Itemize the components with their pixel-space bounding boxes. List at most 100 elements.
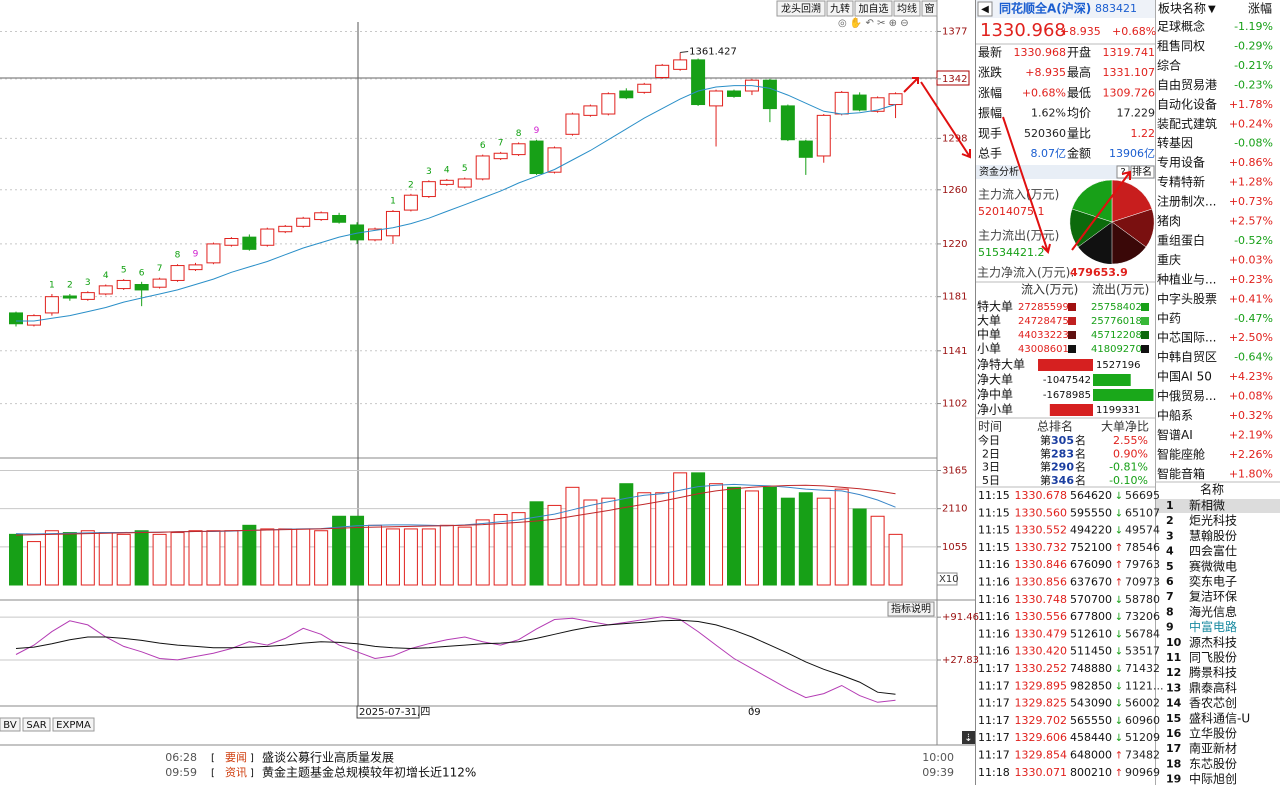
help-label[interactable]: ? <box>1120 167 1125 178</box>
candle-body <box>691 59 706 106</box>
index-name: 同花顺全A(沪深) <box>999 1 1091 16</box>
sector-name[interactable]: 租售同权 <box>1157 38 1205 53</box>
indicator-button-label[interactable]: 指标说明 <box>891 602 931 615</box>
toolbar-label[interactable]: 加自选 <box>859 2 889 15</box>
tick-time: 11:16 <box>978 610 1010 623</box>
volume-average <box>15 484 896 536</box>
stock-name[interactable]: 东芯股份 <box>1189 757 1237 771</box>
tick-price: 1330.560 <box>1015 506 1068 519</box>
volume-bar <box>673 472 688 586</box>
sector-name[interactable]: 中俄贸易... <box>1157 388 1216 403</box>
stock-name[interactable]: 复洁环保 <box>1189 590 1237 604</box>
candle-body <box>511 143 526 156</box>
stock-name[interactable]: 立华股份 <box>1189 726 1237 741</box>
rank-word: 第 <box>1040 446 1051 460</box>
indicator-tab[interactable] <box>0 717 21 732</box>
sector-name[interactable]: 智谱AI <box>1157 427 1193 442</box>
sector-name[interactable]: 中国AI 50 <box>1157 369 1212 384</box>
stock-name[interactable]: 海光信息 <box>1189 604 1237 619</box>
candle-body <box>852 94 867 111</box>
sector-name[interactable]: 中药 <box>1157 310 1181 325</box>
stock-name[interactable]: 源杰科技 <box>1189 635 1237 649</box>
sector-change: +0.23% <box>1229 273 1273 286</box>
stock-name[interactable]: 新相微 <box>1189 498 1225 513</box>
stock-name[interactable]: 炬光科技 <box>1189 514 1237 528</box>
stock-name[interactable]: 慧翰股份 <box>1189 528 1237 543</box>
volume-bar <box>260 528 275 586</box>
expand-icon: ⇣ <box>964 733 972 744</box>
sector-name[interactable]: 重组蛋白 <box>1157 232 1205 247</box>
toolbar-label[interactable]: 窗 <box>925 2 935 15</box>
stock-rank: 16 <box>1166 727 1182 740</box>
toolbar-button[interactable] <box>893 0 921 17</box>
tick-price: 1330.479 <box>1015 627 1068 640</box>
stock-name[interactable]: 四会富仕 <box>1189 543 1237 558</box>
sector-name[interactable]: 中韩自贸区 <box>1157 349 1217 364</box>
toolbar-button[interactable] <box>776 0 826 17</box>
sector-name[interactable]: 猪肉 <box>1157 214 1181 228</box>
sector-name[interactable]: 中船系 <box>1157 408 1193 423</box>
indicator-tab[interactable] <box>52 717 95 732</box>
sector-name[interactable]: 智能座舱 <box>1157 446 1205 461</box>
sector-name[interactable]: 重庆 <box>1157 253 1181 267</box>
volume-bar <box>583 499 598 586</box>
sector-header: 涨幅 <box>1248 1 1272 16</box>
sector-name[interactable]: 注册制次... <box>1157 194 1216 209</box>
sector-name[interactable]: 转基因 <box>1157 135 1193 150</box>
toolbar-label[interactable]: 龙头回溯 <box>781 2 821 15</box>
news-headline[interactable]: 盛谈公募行业高质量发展 <box>262 750 394 765</box>
y-tick-label: 1141 <box>942 346 967 357</box>
tick-arrow: ↑ <box>1115 560 1123 571</box>
news-headline[interactable]: 黄金主题基金总规模较年初增长近112% <box>262 765 476 780</box>
stock-name[interactable]: 鼎泰高科 <box>1189 680 1237 695</box>
sector-name[interactable]: 中芯国际... <box>1157 330 1216 345</box>
stock-name[interactable]: 盛科通信-U <box>1189 710 1250 725</box>
stock-name[interactable]: 奕东电子 <box>1189 574 1237 589</box>
sector-name[interactable]: 装配式建筑 <box>1157 116 1217 131</box>
sector-name[interactable]: 综合 <box>1157 57 1181 72</box>
tick-price: 1330.420 <box>1015 645 1068 658</box>
rank-button-label[interactable]: 排名 <box>1132 165 1152 178</box>
sector-change: +2.26% <box>1229 448 1273 461</box>
sector-name[interactable]: 专精特新 <box>1157 174 1205 189</box>
stock-name[interactable]: 中富电路 <box>1189 619 1237 634</box>
quote-value: 8.07亿 <box>1031 147 1067 160</box>
stock-rank: 9 <box>1166 621 1174 634</box>
indicator-tab-label[interactable]: BV <box>3 720 17 731</box>
stock-name[interactable]: 同飞股份 <box>1189 651 1237 665</box>
sector-name[interactable]: 种植业与... <box>1157 271 1216 286</box>
stock-name[interactable]: 中际旭创 <box>1189 771 1237 785</box>
sector-name[interactable]: 中字头股票 <box>1157 291 1217 306</box>
expand-button[interactable] <box>962 731 975 744</box>
indicator-tab-label[interactable]: SAR <box>26 720 46 731</box>
sector-name[interactable]: 专用设备 <box>1157 155 1205 170</box>
indicator-tab[interactable] <box>22 717 51 732</box>
rank-period: 5日 <box>982 474 1000 487</box>
quote-label: 最高 <box>1067 65 1091 80</box>
volume-bar <box>368 524 382 586</box>
stock-name[interactable]: 香农芯创 <box>1189 696 1237 710</box>
indicator-tab-label[interactable]: EXPMA <box>56 720 91 731</box>
toolbar-button[interactable] <box>826 0 854 17</box>
tick-volume: 512610 <box>1070 627 1112 640</box>
quote-value: +8.935 <box>1025 66 1066 79</box>
toolbar-button[interactable] <box>854 0 893 17</box>
sector-name[interactable]: 自由贸易港 <box>1157 78 1217 92</box>
toolbar-button[interactable] <box>921 0 938 17</box>
chart-icons[interactable]: ◎ ✋ ↶ ✂ ⊕ ⊖ <box>838 16 909 29</box>
flow-swatch <box>1141 345 1149 353</box>
stock-name[interactable]: 赛微微电 <box>1189 558 1237 573</box>
sector-name[interactable]: 足球概念 <box>1157 19 1205 34</box>
toolbar-label[interactable]: 九转 <box>830 2 850 15</box>
back-button[interactable] <box>977 1 993 17</box>
sector-name[interactable]: 智能音箱 <box>1157 466 1205 481</box>
sector-name[interactable]: 自动化设备 <box>1157 97 1217 111</box>
candle-body <box>314 212 329 221</box>
toolbar-label[interactable]: 均线 <box>897 2 917 15</box>
indicator-button[interactable] <box>887 601 935 617</box>
stock-name[interactable]: 南亚新材 <box>1189 741 1237 756</box>
y-tick-label: 1342 <box>942 74 967 85</box>
stock-name[interactable]: 腾景科技 <box>1189 665 1237 680</box>
tick-amount: 53517 <box>1125 645 1160 658</box>
tick-price: 1330.252 <box>1015 662 1068 675</box>
